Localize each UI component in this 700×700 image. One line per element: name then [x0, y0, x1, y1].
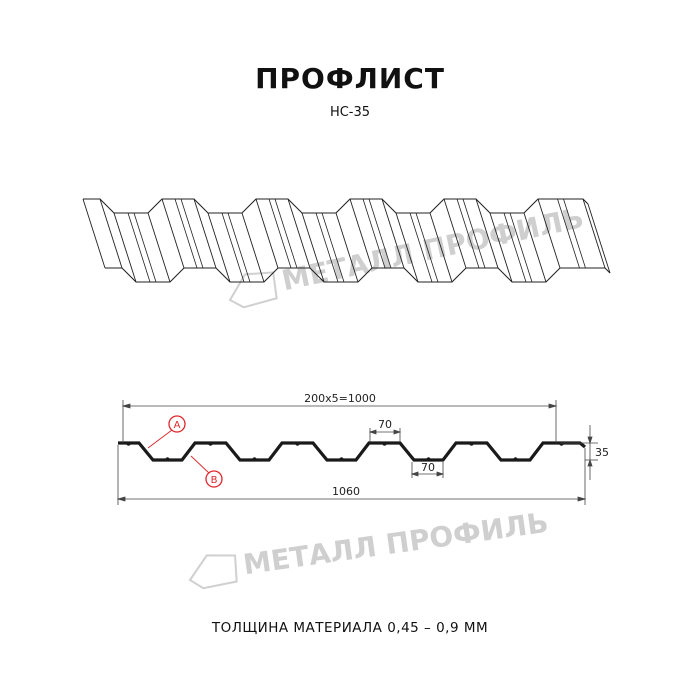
sheet-fold-line — [287, 198, 311, 269]
sheet-rib-line — [563, 198, 586, 269]
sheet-fold-line — [99, 198, 123, 269]
sheet-fold-line — [207, 212, 231, 283]
sheet-fold-line — [161, 198, 185, 269]
sheet-rib-line — [221, 212, 245, 283]
sheet-rib-line — [362, 198, 386, 269]
sheet-fold-line — [587, 203, 611, 274]
sheet-rib-line — [321, 212, 345, 283]
stiffener-rib — [425, 457, 432, 461]
dimension-lines — [116, 400, 598, 505]
sheet-fold-line — [335, 212, 359, 283]
sheet-rib-line — [415, 212, 439, 283]
watermark-text: МЕТАЛЛ ПРОФИЛЬ — [279, 201, 587, 297]
sheet-fold-line — [443, 198, 467, 269]
sheet-rib-line — [127, 212, 151, 283]
sheet-fold-line — [301, 212, 325, 283]
sheet-rib-line — [557, 198, 580, 269]
svg-text:A: A — [174, 420, 181, 431]
sheet-fold-line — [489, 212, 513, 283]
stiffener-rib — [294, 442, 301, 446]
sheet-fold-line — [241, 212, 265, 283]
dim-1060-label: 1060 — [332, 485, 360, 498]
material-thickness-note: ТОЛЩИНА МАТЕРИАЛА 0,45 – 0,9 ММ — [211, 620, 489, 636]
sheet-fold-line — [255, 198, 279, 269]
sheet-rib-line — [409, 212, 433, 283]
isometric-sheet-view — [82, 198, 611, 283]
dim-bottom-70-label: 70 — [421, 461, 435, 474]
sheet-fold-line — [395, 212, 419, 283]
stiffener-rib — [207, 442, 214, 446]
sheet-rib-line — [174, 198, 198, 269]
sheet-rib-line — [509, 212, 533, 283]
sheet-fold-line — [537, 198, 561, 269]
profile-section-line — [118, 441, 586, 462]
sheet-fold-line — [82, 198, 106, 269]
sheet-rib-line — [503, 212, 527, 283]
sheet-rib-line — [456, 198, 480, 269]
sheet-fold-line — [523, 212, 547, 283]
stiffener-rib — [251, 457, 258, 461]
sheet-rib-line — [274, 198, 298, 269]
stiffener-rib — [125, 442, 132, 446]
sheet-rib-line — [268, 198, 292, 269]
watermark-logo-icon — [228, 271, 278, 309]
sheet-rib-line — [315, 212, 339, 283]
sheet-rib-line — [462, 198, 486, 269]
sheet-rib-line — [227, 212, 251, 283]
stiffener-rib — [558, 442, 565, 446]
profile-code: НС-35 — [329, 105, 371, 120]
sheet-fold-line — [475, 198, 499, 269]
watermark-logo-icon — [188, 554, 238, 590]
sheet-fold-line — [113, 212, 137, 283]
sheet-fold-line — [381, 198, 405, 269]
stiffener-rib — [164, 457, 171, 461]
stiffener-rib — [338, 457, 345, 461]
sheet-fold-line — [349, 198, 373, 269]
stiffener-rib — [468, 442, 475, 446]
marker-a: A — [147, 415, 186, 449]
sheet-fold-line — [147, 212, 171, 283]
stiffener-rib — [512, 457, 519, 461]
dim-top-70-label: 70 — [378, 418, 392, 431]
sheet-top-edge — [83, 198, 589, 214]
watermark-upper: МЕТАЛЛ ПРОФИЛЬ — [228, 201, 587, 309]
sheet-rib-line — [180, 198, 204, 269]
dim-35-label: 35 — [595, 446, 609, 459]
stiffener-rib — [381, 442, 388, 446]
sheet-fold-line — [193, 198, 217, 269]
svg-text:B: B — [211, 475, 218, 486]
sheet-rib-line — [133, 212, 157, 283]
cross-section-view — [118, 441, 586, 462]
sheet-fold-line — [429, 212, 453, 283]
dimension-labels: 200x5=1000 1060 70 70 35 — [304, 392, 609, 498]
dim-1000-label: 200x5=1000 — [304, 392, 376, 405]
marker-b: B — [190, 455, 223, 488]
watermark-lower: МЕТАЛЛ ПРОФИЛЬ — [188, 506, 550, 590]
page-title: ПРОФЛИСТ — [255, 62, 445, 95]
sheet-fold-line — [582, 198, 606, 269]
sheet-rib-line — [368, 198, 392, 269]
watermark-text: МЕТАЛЛ ПРОФИЛЬ — [241, 506, 550, 581]
